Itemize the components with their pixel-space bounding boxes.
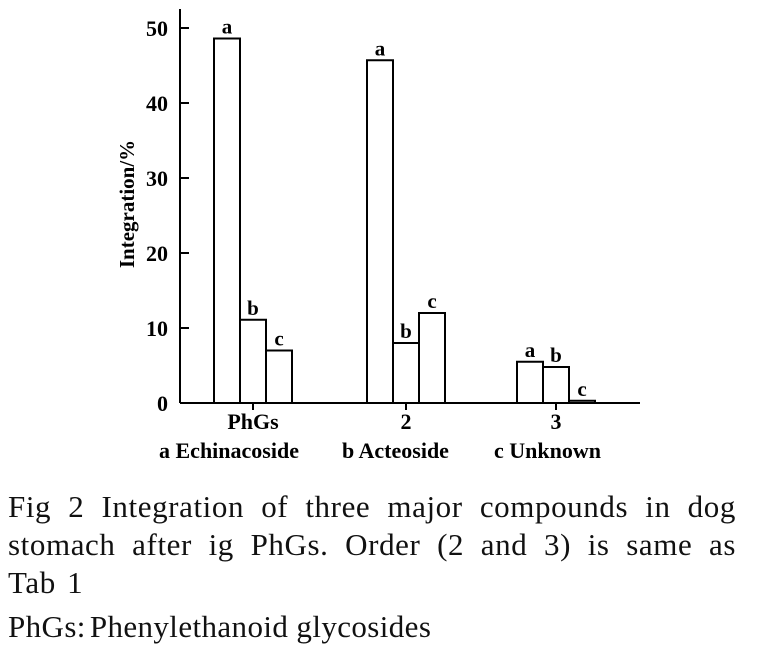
legend-item-b: b Acteoside bbox=[342, 438, 449, 463]
bar-a-2 bbox=[366, 59, 394, 404]
bar-label-b: b bbox=[550, 343, 562, 367]
y-tick-label: 0 bbox=[157, 391, 168, 416]
bar-label-a: a bbox=[222, 15, 233, 39]
legend-key: b bbox=[342, 438, 359, 463]
legend-label: Echinacoside bbox=[176, 438, 300, 463]
bar-b-3 bbox=[542, 366, 570, 404]
x-tick-label: PhGs bbox=[227, 409, 279, 434]
bar-group bbox=[213, 37, 596, 404]
bar-label-a: a bbox=[375, 36, 386, 60]
legend-label: Unknown bbox=[509, 438, 601, 463]
y-tick-label: 50 bbox=[146, 16, 168, 41]
legend-item-c: c Unknown bbox=[494, 438, 601, 463]
bar-label-a: a bbox=[525, 338, 536, 362]
legend-key: a bbox=[159, 438, 176, 463]
y-tick-label: 10 bbox=[146, 316, 168, 341]
legend-label: Acteoside bbox=[359, 438, 450, 463]
bar-a-3 bbox=[516, 360, 544, 404]
footnote-label: PhGs: bbox=[8, 609, 86, 644]
footnote-text: Phenylethanoid glycosides bbox=[89, 609, 432, 644]
legend-key: c bbox=[494, 438, 509, 463]
bar-label-c: c bbox=[427, 289, 436, 313]
y-tick-label: 30 bbox=[146, 166, 168, 191]
x-tick-label: 2 bbox=[401, 409, 412, 434]
y-tick-label: 40 bbox=[146, 91, 168, 116]
y-axis-label: Integration/% bbox=[115, 140, 139, 268]
bar-c-1 bbox=[265, 349, 293, 404]
x-tick-label: 3 bbox=[551, 409, 562, 434]
bar-c-2 bbox=[418, 312, 446, 404]
footnote: PhGs: Phenylethanoid glycosides bbox=[8, 608, 736, 646]
bar-label-c: c bbox=[577, 377, 586, 401]
x-axis: PhGs 2 3 bbox=[180, 402, 640, 434]
bar-label-c: c bbox=[274, 327, 283, 351]
y-axis: 0 10 20 30 40 50 Integration/% bbox=[115, 9, 189, 416]
legend-item-a: a Echinacoside bbox=[159, 438, 299, 463]
legend: a Echinacoside b Acteoside c Unknown bbox=[159, 438, 601, 463]
bar-label-b: b bbox=[247, 296, 259, 320]
bar-label-b: b bbox=[400, 319, 412, 343]
y-tick-label: 20 bbox=[146, 241, 168, 266]
bar-c-3 bbox=[568, 399, 596, 404]
bar-b-1 bbox=[239, 318, 267, 404]
figure-caption: Fig 2 Integration of three major compoun… bbox=[8, 489, 736, 600]
bar-b-2 bbox=[392, 342, 420, 404]
bar-a-1 bbox=[213, 37, 241, 404]
